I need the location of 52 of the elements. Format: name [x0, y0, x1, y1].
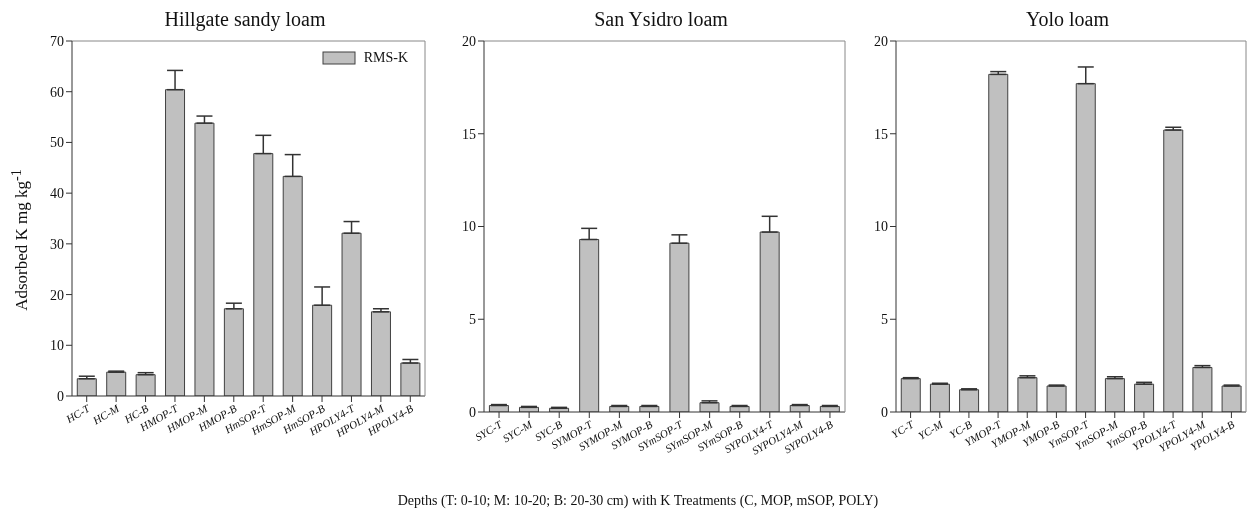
y-tick-label: 5 — [469, 312, 476, 328]
chart-title: San Ysidro loam — [593, 8, 729, 31]
y-tick-label: 20 — [874, 33, 888, 49]
bar — [76, 378, 97, 396]
y-tick-label: 50 — [50, 135, 64, 151]
bar — [223, 308, 244, 396]
chart-title: Yolo loam — [1025, 8, 1110, 31]
y-tick-label: 20 — [462, 33, 476, 49]
bar — [929, 383, 950, 412]
bar — [699, 402, 720, 412]
bar — [1192, 366, 1213, 412]
y-tick-label: 15 — [462, 126, 476, 142]
x-axis-title: Depths (T: 0-10; M: 10-20; B: 20-30 cm) with K Treatments (C, MOP, mSOP, POLY) — [396, 493, 880, 509]
legend-label: RMS-K — [363, 50, 408, 66]
bar — [1046, 385, 1067, 412]
bar — [1134, 383, 1155, 412]
bar — [1163, 129, 1184, 412]
y-tick-label: 60 — [50, 84, 64, 100]
bar — [106, 371, 127, 396]
x-tick-label: YC-T — [889, 417, 917, 441]
bar — [1104, 378, 1125, 412]
bar — [1075, 83, 1096, 412]
bar — [194, 122, 215, 396]
y-tick-label: 20 — [50, 287, 64, 303]
y-tick-label: 0 — [57, 388, 64, 404]
bar — [1017, 377, 1038, 412]
bar — [400, 362, 421, 396]
y-tick-label: 0 — [881, 404, 888, 420]
bar — [165, 89, 186, 396]
y-tick-label: 10 — [462, 219, 476, 235]
bar — [579, 238, 600, 412]
bar — [253, 153, 274, 396]
y-tick-label: 0 — [469, 404, 476, 420]
y-tick-label: 40 — [50, 186, 64, 202]
bar — [135, 374, 156, 396]
y-tick-label: 70 — [50, 33, 64, 49]
y-tick-label: 10 — [50, 338, 64, 354]
y-tick-label: 15 — [874, 126, 888, 142]
bar — [900, 378, 921, 412]
y-tick-label: 10 — [874, 219, 888, 235]
chart-title: Hillgate sandy loam — [163, 8, 327, 31]
bar — [759, 231, 780, 412]
bar — [1221, 385, 1242, 412]
bar — [669, 242, 690, 412]
y-tick-label: 30 — [50, 236, 64, 252]
bar — [341, 232, 362, 396]
bar — [312, 304, 333, 396]
bar — [370, 311, 391, 396]
bar — [988, 73, 1009, 412]
y-tick-label: 5 — [881, 312, 888, 328]
bar — [282, 175, 303, 396]
bar — [959, 389, 980, 412]
